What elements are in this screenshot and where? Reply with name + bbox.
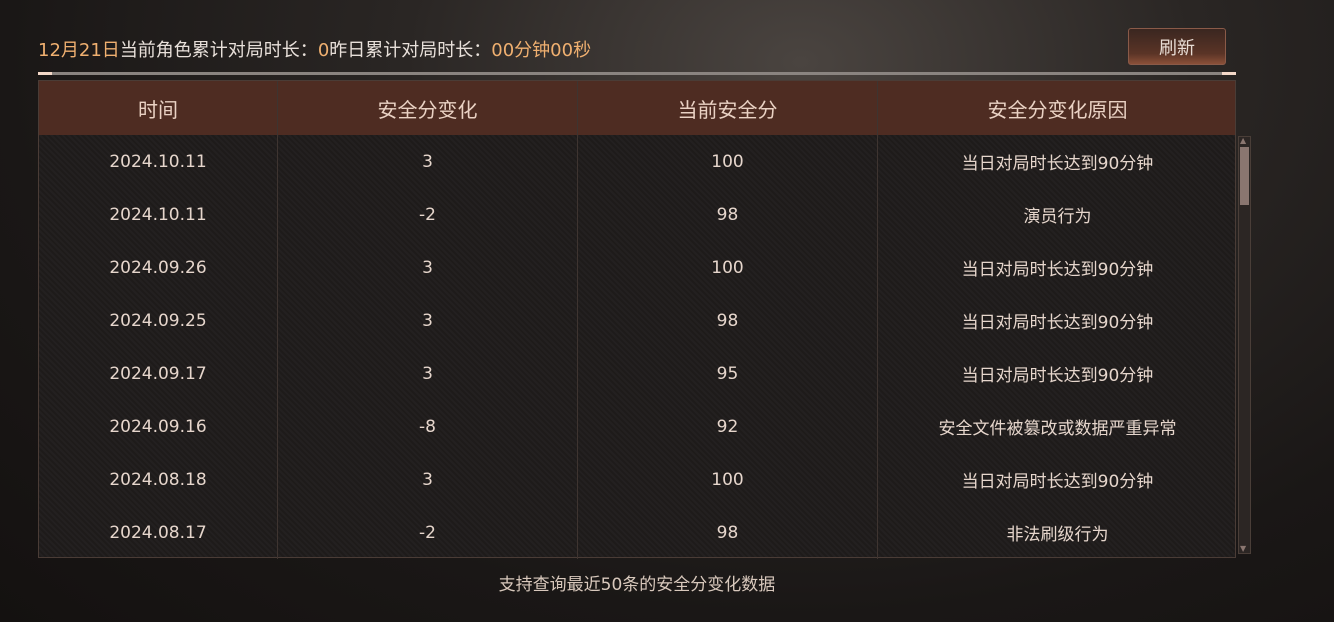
table-cell: 当日对局时长达到90分钟 xyxy=(961,472,1154,492)
yesterday-label: 昨日累计对局时长： xyxy=(329,40,492,61)
table-cell: 2024.10.11 xyxy=(39,188,278,241)
table-cell: 3 xyxy=(278,241,578,294)
today-label: 当前角色累计对局时长： xyxy=(119,40,318,61)
table-row: 2024.09.17 3 95 当日对局时长达到90分钟 xyxy=(39,347,1235,400)
play-time-summary: 12月21日当前角色累计对局时长：0昨日累计对局时长：00分钟00秒 xyxy=(38,36,591,62)
table-cell: 100 xyxy=(578,241,878,294)
table-row: 2024.10.11 -2 98 演员行为 xyxy=(39,188,1235,241)
table-cell: 2024.08.17 xyxy=(39,506,278,559)
table-cell: 2024.09.26 xyxy=(39,241,278,294)
column-header: 安全分变化原因 xyxy=(987,97,1128,122)
refresh-button[interactable]: 刷新 xyxy=(1128,28,1226,65)
scroll-up-icon[interactable]: ▲ xyxy=(1240,136,1247,145)
footer-note: 支持查询最近50条的安全分变化数据 xyxy=(498,575,776,595)
table-row: 2024.08.18 3 100 当日对局时长达到90分钟 xyxy=(39,453,1235,506)
table-cell: 92 xyxy=(578,400,878,453)
scroll-down-icon[interactable]: ▼ xyxy=(1240,544,1247,553)
table-cell: 当日对局时长达到90分钟 xyxy=(961,366,1154,386)
table-cell: 98 xyxy=(578,294,878,347)
yesterday-value: 00分钟00秒 xyxy=(491,40,592,61)
column-header: 安全分变化 xyxy=(278,81,578,135)
table-cell: 当日对局时长达到90分钟 xyxy=(961,313,1154,333)
table-row: 2024.09.16 -8 92 安全文件被篡改或数据严重异常 xyxy=(39,400,1235,453)
column-header: 时间 xyxy=(39,81,278,135)
table-cell: 3 xyxy=(278,453,578,506)
table-cell: 2024.10.11 xyxy=(39,135,278,188)
today-value: 0 xyxy=(317,40,330,61)
column-header: 当前安全分 xyxy=(578,81,878,135)
table-cell: -2 xyxy=(278,506,578,559)
table-cell: 当日对局时长达到90分钟 xyxy=(961,154,1154,174)
table-cell: 当日对局时长达到90分钟 xyxy=(961,260,1154,280)
table-row: 2024.08.17 -2 98 非法刷级行为 xyxy=(39,506,1235,559)
table-cell: 100 xyxy=(578,135,878,188)
table-cell: 非法刷级行为 xyxy=(1006,525,1109,545)
table-row: 2024.09.26 3 100 当日对局时长达到90分钟 xyxy=(39,241,1235,294)
table-row: 2024.09.25 3 98 当日对局时长达到90分钟 xyxy=(39,294,1235,347)
table-cell: 3 xyxy=(278,294,578,347)
table-cell: 2024.08.18 xyxy=(39,453,278,506)
table-cell: -2 xyxy=(278,188,578,241)
table-cell: 2024.09.16 xyxy=(39,400,278,453)
table-row: 2024.10.11 3 100 当日对局时长达到90分钟 xyxy=(39,135,1235,188)
scrollbar[interactable]: ▲ ▼ xyxy=(1238,136,1251,554)
table-cell: 100 xyxy=(578,453,878,506)
table-cell: 3 xyxy=(278,347,578,400)
table-cell: 安全文件被篡改或数据严重异常 xyxy=(938,419,1177,439)
table-header: 时间 安全分变化 当前安全分 安全分变化原因 xyxy=(39,81,1235,135)
scrollbar-thumb[interactable] xyxy=(1240,147,1249,205)
table-cell: 3 xyxy=(278,135,578,188)
divider xyxy=(38,72,1236,75)
table-cell: 演员行为 xyxy=(1023,207,1092,227)
date: 12月21日 xyxy=(38,40,120,61)
score-table: 时间 安全分变化 当前安全分 安全分变化原因 2024.10.11 3 100 当日对… xyxy=(38,80,1236,559)
table-cell: 95 xyxy=(578,347,878,400)
table-cell: -8 xyxy=(278,400,578,453)
table-cell: 2024.09.17 xyxy=(39,347,278,400)
table-cell: 2024.09.25 xyxy=(39,294,278,347)
table-cell: 98 xyxy=(578,506,878,559)
table-cell: 98 xyxy=(578,188,878,241)
